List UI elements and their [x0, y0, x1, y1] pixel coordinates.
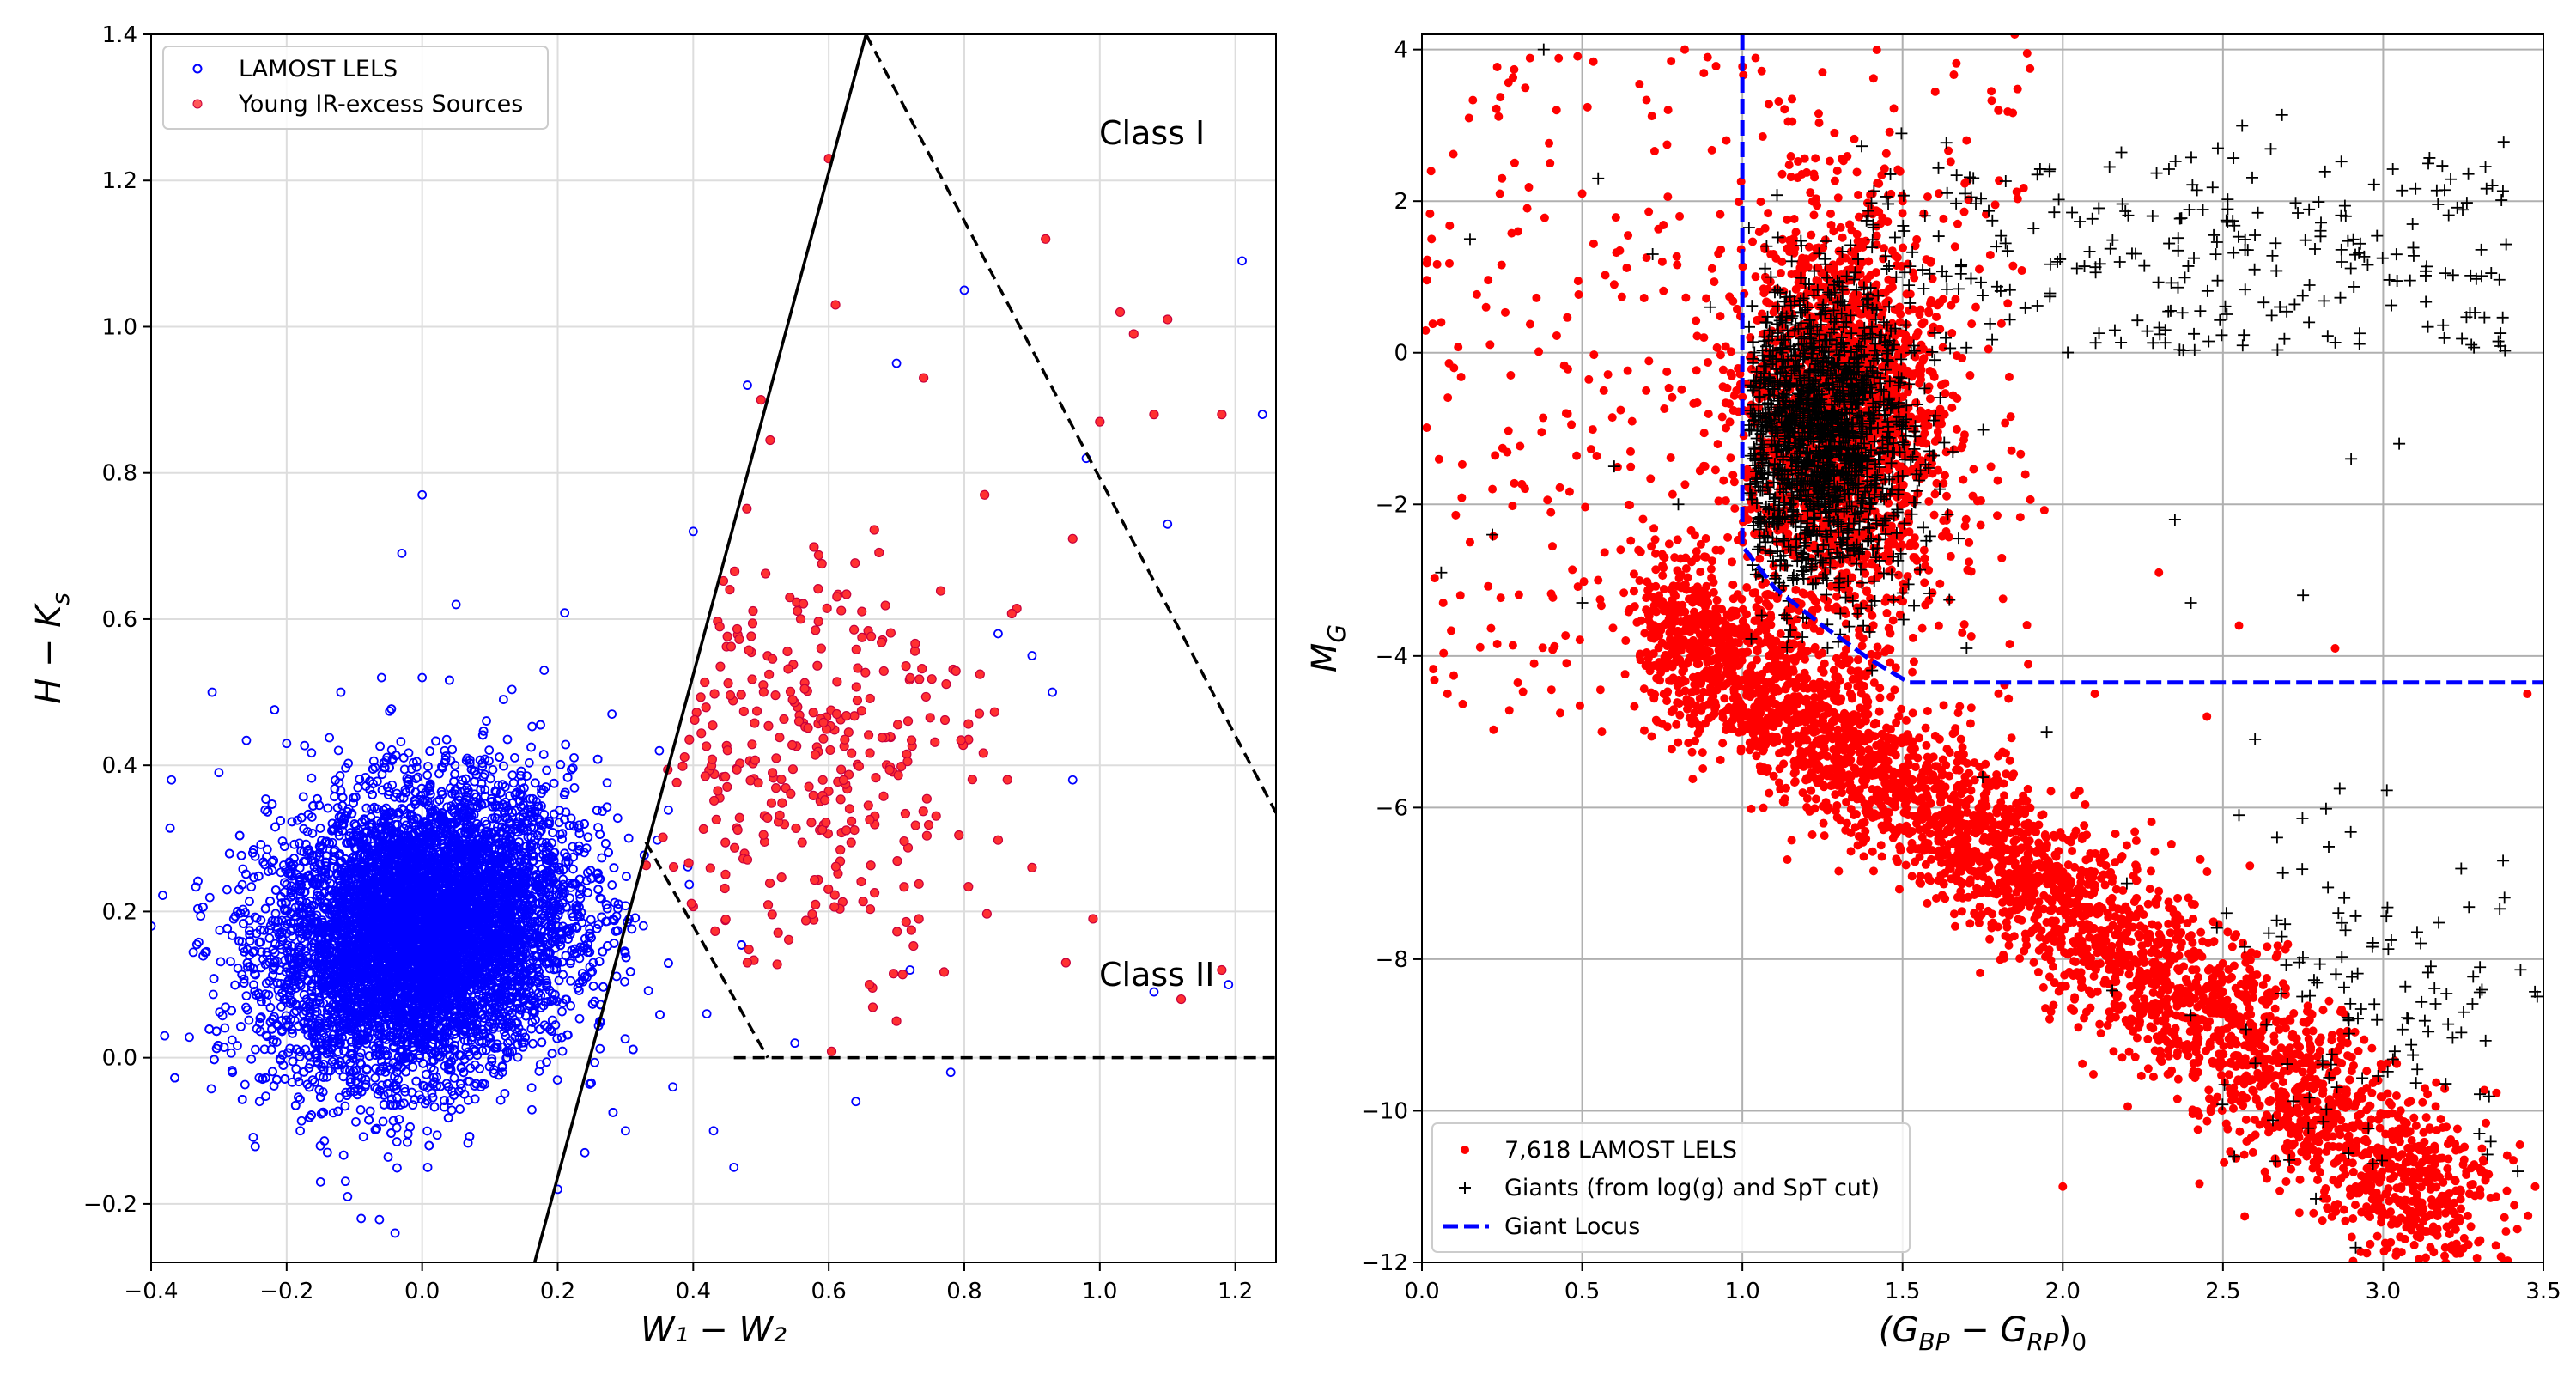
lamost-lels-point [158, 891, 167, 900]
lamost-lels-point [307, 773, 317, 783]
lamost-lels-point [542, 765, 552, 775]
lamost-lels-point [428, 1092, 438, 1103]
lamost-lels-point [586, 915, 596, 925]
lamost-lels-point [620, 1034, 630, 1044]
lamost-lels-point [427, 1088, 437, 1098]
lamost-lels-point [322, 1147, 332, 1158]
lamost-lels-point [612, 813, 623, 824]
lamost-lels-point [522, 771, 532, 781]
lamost-lels-point [385, 706, 395, 716]
lamost-lels-point [251, 1044, 260, 1055]
lamost-lels-point [370, 763, 380, 773]
lamost-lels-point [233, 1041, 242, 1050]
lamost-lels-point [374, 1214, 385, 1225]
lamost-lels-point [573, 846, 583, 856]
lamost-lels-point [502, 734, 513, 745]
lamost-lels-point [595, 893, 605, 903]
lamost-lels-point [378, 1116, 388, 1127]
lamost-lels-point [387, 780, 398, 790]
lamost-lels-point [500, 1088, 510, 1098]
lamost-lels-point [488, 764, 498, 775]
lamost-lels-point [587, 966, 598, 976]
lamost-lels-point [220, 1023, 230, 1033]
lamost-lels-point [388, 1116, 398, 1126]
lamost-lels-point [298, 792, 308, 802]
lamost-lels-point [222, 885, 232, 895]
lamost-lels-point [526, 832, 537, 842]
lamost-lels-point [236, 1022, 246, 1031]
lamost-lels-point [299, 989, 309, 1000]
lamost-lels-point [482, 716, 491, 726]
lamost-lels-point [250, 969, 259, 979]
lamost-lels-point [568, 763, 578, 773]
lamost-lels-point [413, 772, 423, 782]
lamost-lels-point [293, 1092, 303, 1103]
lamost-lels-point [585, 1079, 595, 1089]
lamost-lels-point [340, 1176, 350, 1187]
lamost-lels-point [248, 1132, 258, 1142]
lamost-lels-point [239, 974, 249, 984]
lamost-lels-point [255, 1013, 265, 1024]
lamost-lels-point [340, 1101, 350, 1111]
lamost-lels-point [289, 839, 300, 849]
lamost-lels-point [541, 782, 551, 792]
lamost-lels-point [226, 957, 235, 967]
lamost-lels-point [481, 1045, 491, 1055]
lamost-lels-point [569, 783, 580, 793]
lamost-lels-point [597, 853, 607, 863]
lamost-lels-point [193, 876, 203, 886]
lamost-lels-point [314, 800, 325, 811]
lamost-lels-point [251, 970, 260, 980]
lamost-lels-point [638, 921, 648, 931]
left-panel: −0.4 −0.2 0.0 0.2 0.4 0.6 0.8 1.0 1.2 −0.20.00.2… [29, 22, 1277, 1350]
lamost-lels-point [193, 937, 204, 947]
lamost-lels-point [233, 964, 243, 973]
lamost-lels-point [526, 1024, 537, 1034]
lamost-lels-point [538, 750, 549, 759]
lamost-lels-point [528, 1038, 538, 1049]
lamost-lels-point [383, 1152, 393, 1162]
lamost-lels-points [151, 256, 1267, 1238]
lamost-lels-point [583, 832, 593, 842]
lamost-lels-point [267, 866, 277, 876]
lamost-lels-point [257, 996, 266, 1006]
lamost-lels-point [539, 809, 550, 819]
lamost-lels-point [394, 1115, 404, 1124]
lamost-lels-point [206, 1084, 216, 1094]
lamost-lels-point [204, 892, 215, 903]
lamost-lels-point [246, 882, 257, 892]
lamost-lels-point [372, 804, 382, 814]
lamost-lels-point [566, 1000, 576, 1011]
lamost-lels-point [465, 758, 475, 769]
